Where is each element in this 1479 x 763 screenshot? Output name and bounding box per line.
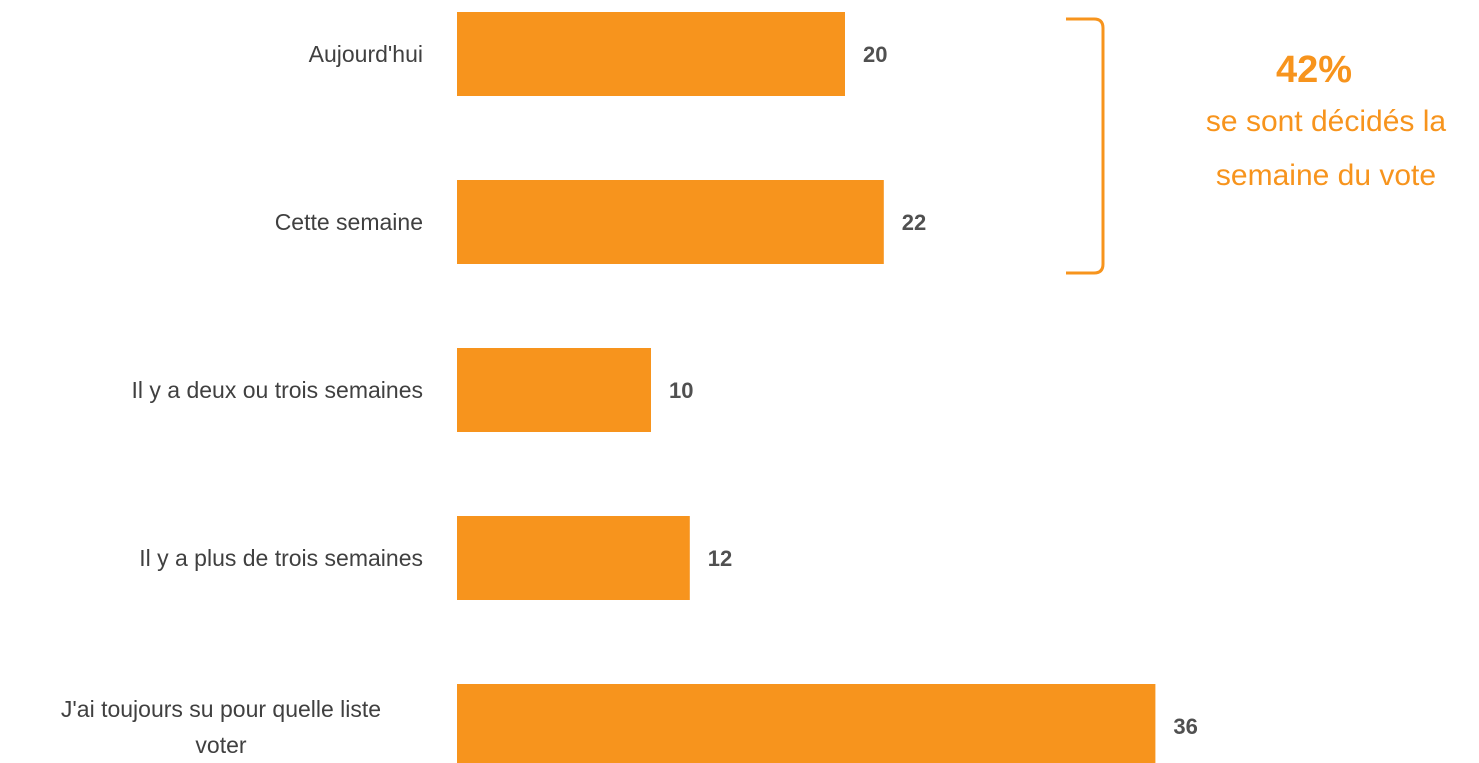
category-label: Il y a plus de trois semaines [139,545,423,571]
data-label: 20 [863,42,887,67]
callout-text-line-1: se sont décidés la [1206,105,1446,138]
category-label: J'ai toujours su pour quelle liste voter [61,696,381,758]
data-label: 22 [902,210,926,235]
category-label: Il y a deux ou trois semaines [132,377,423,403]
bars-group [457,12,1156,763]
callout-text-line-2: semaine du vote [1216,159,1436,192]
callout-bracket [1066,17,1105,275]
callout-percentage: 42% [1276,49,1352,91]
bar [457,516,690,600]
category-label: Cette semaine [275,209,423,235]
data-label: 12 [708,546,732,571]
bar [457,684,1156,763]
data-label: 10 [669,378,693,403]
category-labels-group: Aujourd'hui Cette semaine Il y a deux ou t… [61,41,423,758]
category-label: Aujourd'hui [309,41,423,67]
bar [457,180,884,264]
data-label: 36 [1173,714,1197,739]
bar [457,348,651,432]
value-labels-group: 20 22 10 12 36 [669,42,1198,739]
bar [457,12,845,96]
